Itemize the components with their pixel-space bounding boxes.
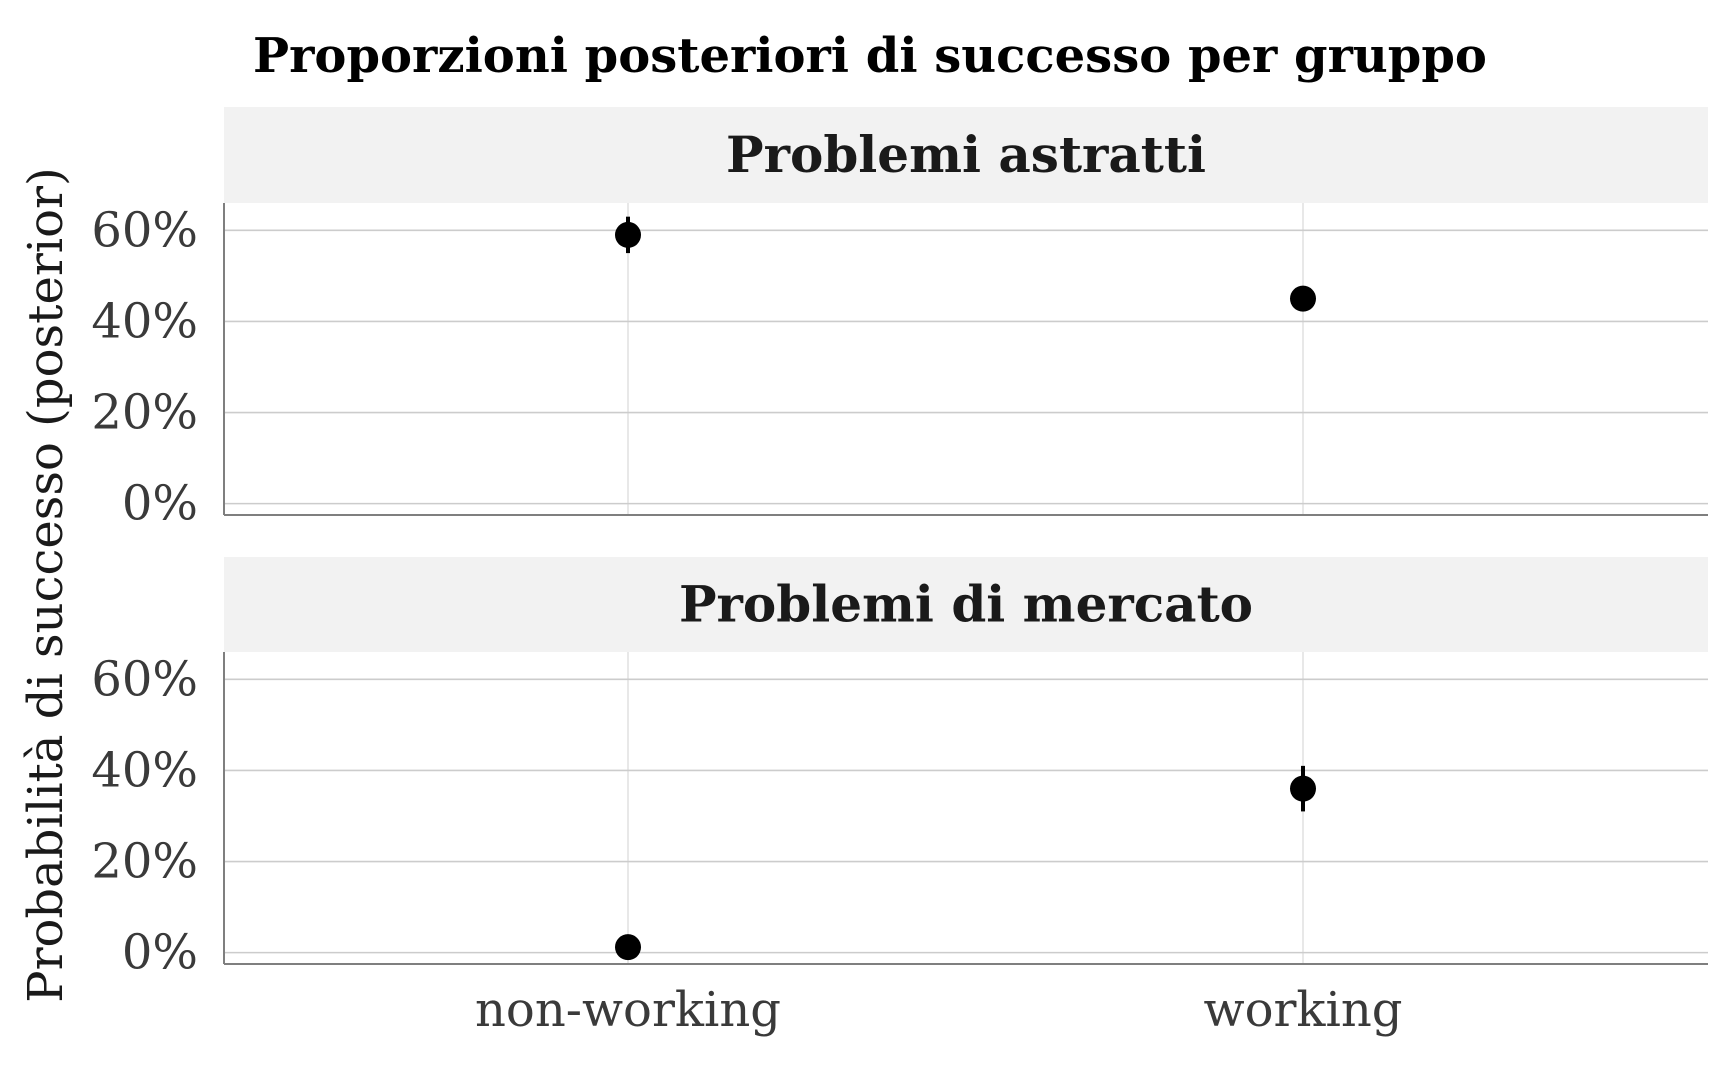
y-tick-label: 60%	[91, 651, 198, 707]
y-tick-label: 60%	[91, 202, 198, 258]
x-axis-ticks: non-working working	[475, 982, 1402, 1038]
data-point-working	[1290, 285, 1316, 312]
strip-background	[224, 557, 1708, 652]
data-point-non-working	[615, 221, 641, 248]
strip-label: Problemi astratti	[726, 125, 1206, 184]
y-axis-title: Probabilità di successo (posterior)	[18, 167, 74, 1002]
chart-title: Proporzioni posteriori di successo per g…	[253, 28, 1487, 84]
data-point-working	[1290, 775, 1316, 802]
y-tick-label: 40%	[91, 293, 198, 349]
x-tick-label-working: working	[1203, 982, 1402, 1038]
x-tick-label-non-working: non-working	[475, 982, 781, 1038]
y-tick-label: 20%	[91, 834, 198, 890]
y-tick-label: 20%	[91, 385, 198, 441]
panel-2: Problemi di mercato 0% 20% 40% 60%	[91, 557, 1708, 981]
y-tick-label: 40%	[91, 742, 198, 798]
y-tick-label: 0%	[122, 476, 198, 532]
panel-1: Problemi astratti 0% 20% 40% 60%	[91, 107, 1708, 532]
strip-label: Problemi di mercato	[679, 575, 1253, 634]
strip-background	[224, 107, 1708, 203]
data-point-non-working	[615, 934, 641, 961]
y-tick-label: 0%	[122, 925, 198, 981]
